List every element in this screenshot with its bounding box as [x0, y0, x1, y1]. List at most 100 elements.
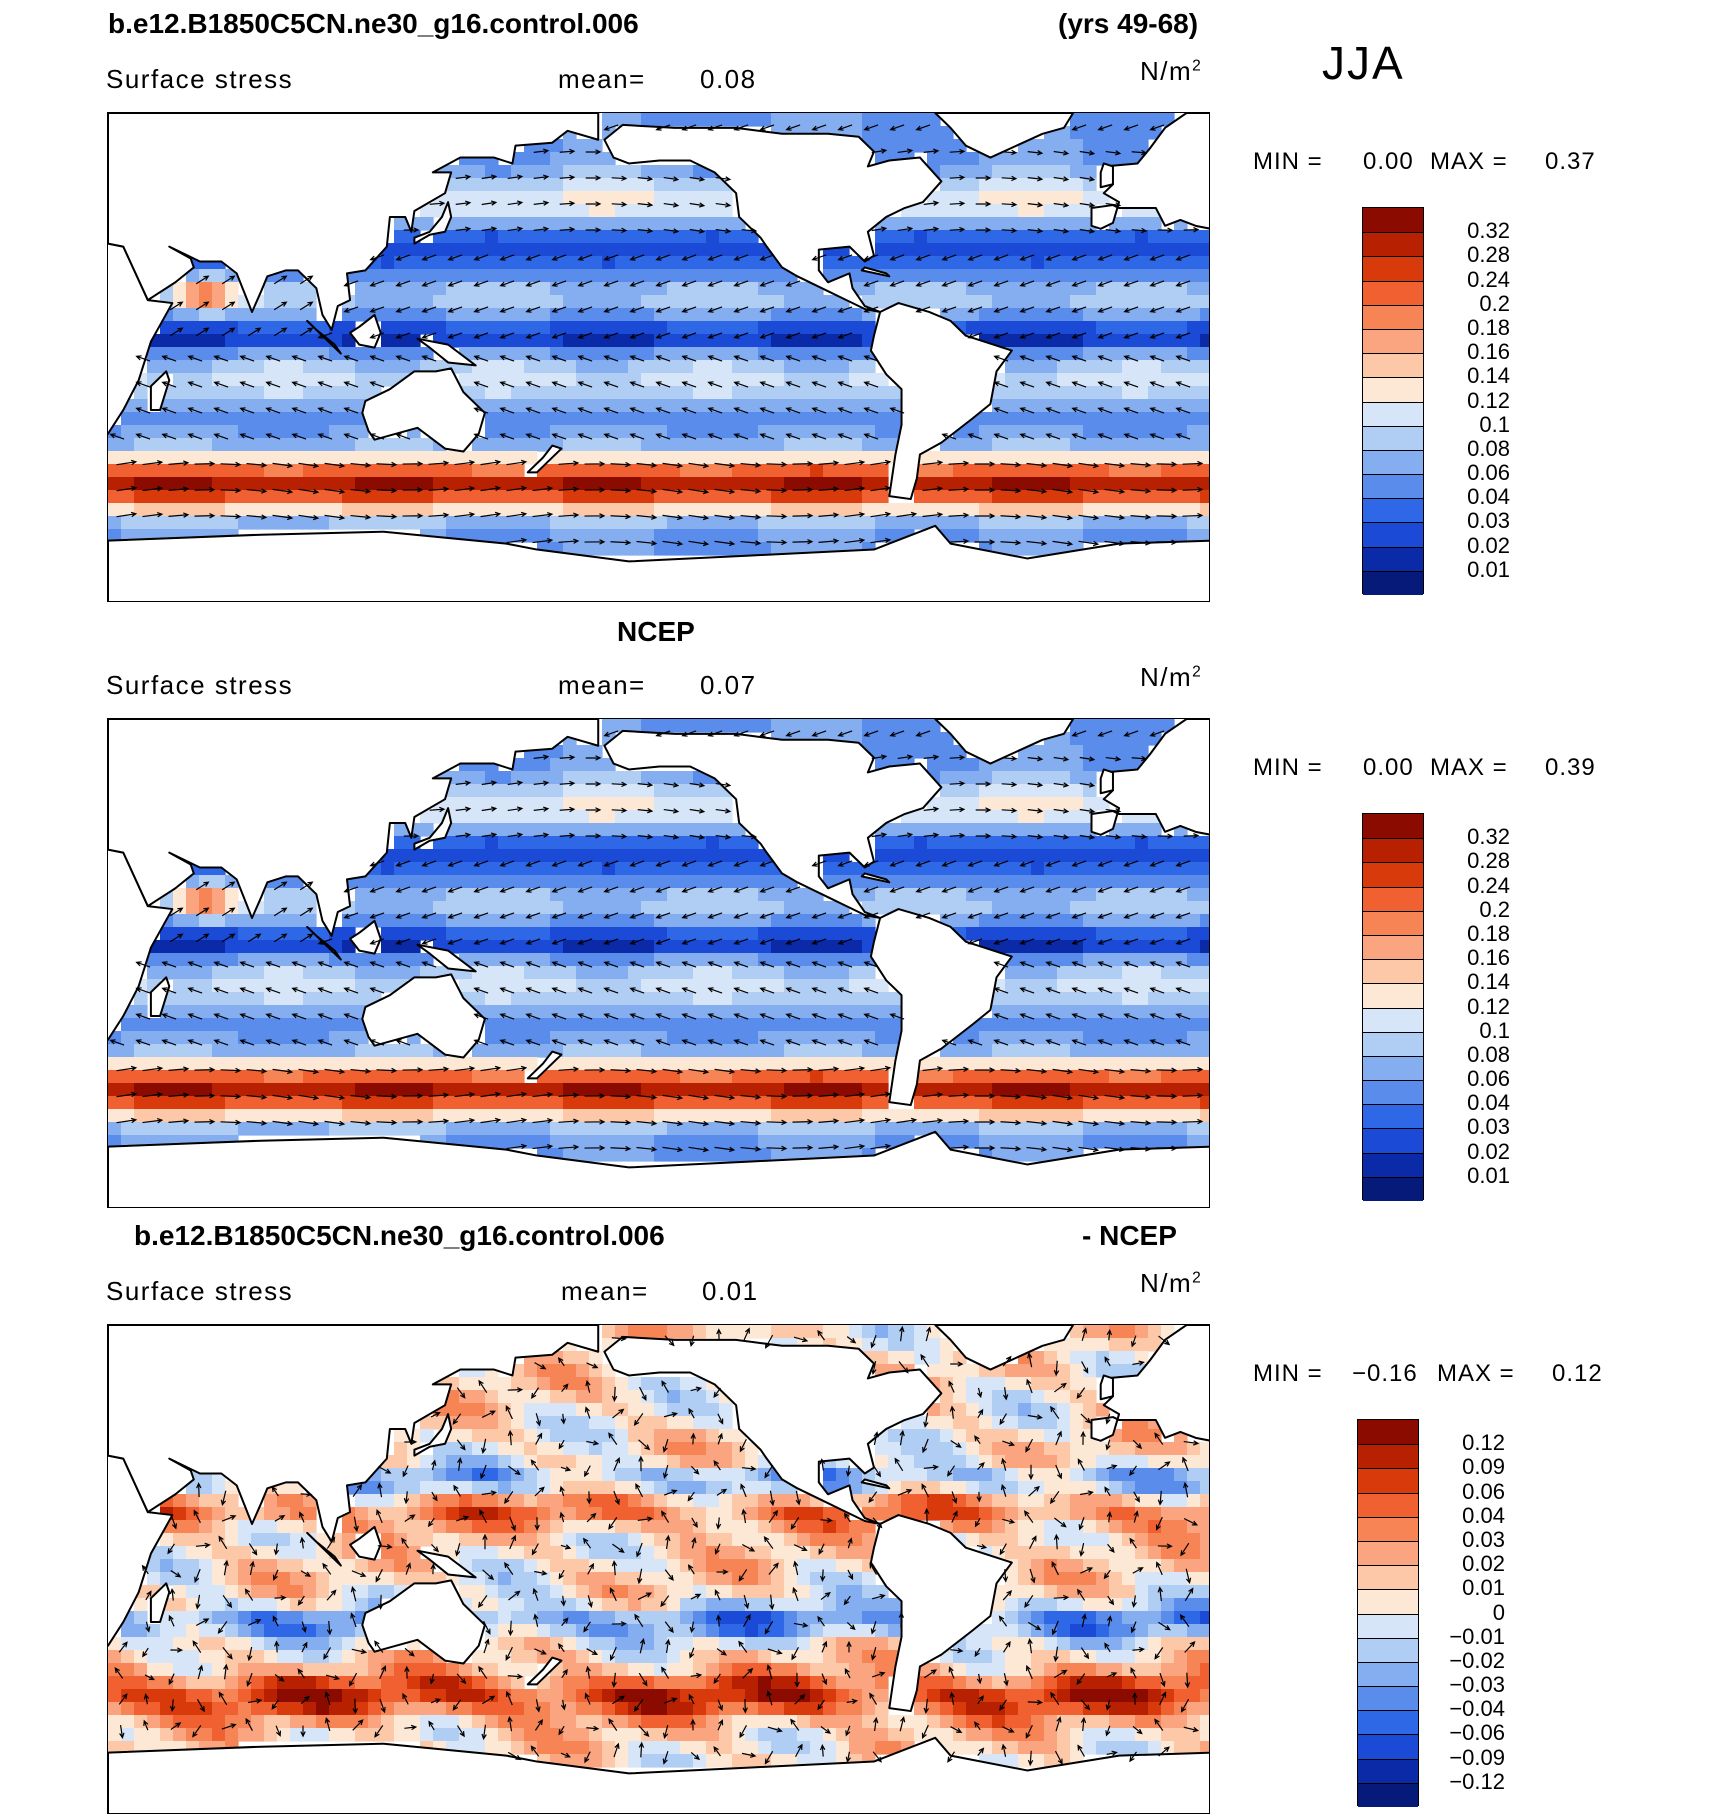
colorbar-swatch	[1363, 280, 1423, 305]
colorbar-swatch	[1363, 1104, 1423, 1129]
panel1-max-value: 0.37	[1545, 148, 1596, 175]
colorbar-swatch	[1358, 1613, 1418, 1638]
panel3-diff-title-right: - NCEP	[1082, 1220, 1177, 1251]
colorbar-tick-label: 0.08	[1467, 435, 1510, 461]
colorbar-tick-label: 0.24	[1467, 266, 1510, 292]
colorbar-tick-label: 0.04	[1467, 484, 1510, 510]
panel2-min-value: 0.00	[1363, 754, 1414, 781]
panel2-map	[107, 718, 1210, 1208]
colorbar-tick-label: 0.14	[1467, 969, 1510, 995]
colorbar-swatch	[1358, 1710, 1418, 1735]
colorbar-swatch	[1363, 328, 1423, 354]
coastlines	[108, 719, 1209, 1207]
colorbar-tick-label: 0.01	[1462, 1575, 1505, 1601]
colorbar-swatch	[1363, 983, 1423, 1008]
colorbar-tick-label: −0.04	[1449, 1696, 1505, 1722]
panel1-mean-label: mean=	[558, 64, 646, 94]
colorbar-tick-label: 0.24	[1467, 872, 1510, 898]
colorbar-swatch	[1363, 304, 1423, 329]
panel2-min-label: MIN =	[1253, 754, 1323, 781]
shaded-field	[108, 113, 1209, 556]
colorbar-swatch	[1363, 814, 1423, 839]
colorbar-swatch	[1358, 1782, 1418, 1807]
colorbar-tick-label: 0.28	[1467, 848, 1510, 874]
panel1-min-value: 0.00	[1363, 148, 1414, 175]
panel2-max-label: MAX =	[1430, 754, 1508, 781]
colorbar-swatch	[1363, 377, 1423, 402]
colorbar-tick-label: −0.02	[1449, 1647, 1505, 1673]
colorbar-swatch	[1363, 256, 1423, 281]
colorbar-tick-label: 0.01	[1467, 1162, 1510, 1188]
panel2-units: N/m2	[1140, 662, 1203, 692]
stress-vectors	[109, 730, 1204, 1153]
colorbar-swatch	[1363, 1031, 1423, 1056]
colorbar-swatch	[1358, 1661, 1418, 1687]
colorbar-tick-label: 0.2	[1479, 290, 1510, 316]
colorbar-tick-label: 0	[1492, 1599, 1505, 1625]
colorbar-swatch	[1363, 425, 1423, 450]
panel1-variable: Surface stress	[106, 64, 294, 94]
panel1-map	[107, 112, 1210, 602]
colorbar-swatch	[1363, 862, 1423, 887]
panel3-min-label: MIN =	[1253, 1360, 1323, 1387]
colorbar-tick-label: 0.03	[1467, 1114, 1510, 1140]
colorbar-tick-label: 0.04	[1462, 1502, 1505, 1528]
coastlines	[108, 1325, 1209, 1813]
panel2-max-value: 0.39	[1545, 754, 1596, 781]
model-run-title: b.e12.B1850C5CN.ne30_g16.control.006	[108, 8, 639, 39]
colorbar-tick-label: −0.09	[1449, 1744, 1505, 1770]
panel2-variable: Surface stress	[106, 670, 294, 700]
colorbar-tick-label: 0.2	[1479, 896, 1510, 922]
panel3-units: N/m2	[1140, 1268, 1203, 1298]
colorbar-swatch	[1358, 1734, 1418, 1759]
colorbar-swatch	[1358, 1444, 1418, 1469]
colorbar-tick-label: 0.09	[1462, 1454, 1505, 1480]
colorbar-tick-label: 0.28	[1467, 242, 1510, 268]
colorbar-tick-label: 0.06	[1467, 460, 1510, 486]
panel3-colorbar	[1357, 1419, 1419, 1807]
panel1-units: N/m2	[1140, 56, 1203, 86]
panel2-mean-value: 0.07	[700, 670, 757, 700]
colorbar-tick-label: 0.18	[1467, 314, 1510, 340]
colorbar-swatch	[1363, 401, 1423, 426]
colorbar-swatch	[1358, 1540, 1418, 1566]
colorbar-swatch	[1358, 1516, 1418, 1541]
panel2-mean-label: mean=	[558, 670, 646, 700]
colorbar-tick-label: −0.06	[1449, 1720, 1505, 1746]
panel2-colorbar	[1362, 813, 1424, 1201]
colorbar-tick-label: 0.1	[1479, 1017, 1510, 1043]
colorbar-swatch	[1363, 1176, 1423, 1201]
colorbar-swatch	[1363, 1080, 1423, 1105]
panel1-colorbar	[1362, 207, 1424, 595]
colorbar-swatch	[1363, 1152, 1423, 1177]
colorbar-swatch	[1363, 1055, 1423, 1081]
colorbar-tick-label: 0.02	[1467, 532, 1510, 558]
colorbar-tick-label: −0.12	[1449, 1768, 1505, 1794]
panel3-diff-title-left: b.e12.B1850C5CN.ne30_g16.control.006	[134, 1220, 665, 1251]
colorbar-swatch	[1358, 1589, 1418, 1614]
colorbar-swatch	[1363, 208, 1423, 233]
colorbar-swatch	[1363, 232, 1423, 257]
colorbar-swatch	[1358, 1565, 1418, 1590]
colorbar-tick-label: −0.03	[1449, 1672, 1505, 1698]
colorbar-swatch	[1363, 498, 1423, 523]
colorbar-swatch	[1363, 910, 1423, 935]
colorbar-swatch	[1363, 959, 1423, 984]
colorbar-swatch	[1363, 546, 1423, 571]
panel3-mean-label: mean=	[561, 1276, 649, 1306]
colorbar-swatch	[1358, 1686, 1418, 1711]
colorbar-tick-label: 0.14	[1467, 363, 1510, 389]
colorbar-tick-label: 0.12	[1467, 387, 1510, 413]
colorbar-tick-label: 0.02	[1467, 1138, 1510, 1164]
colorbar-swatch	[1358, 1637, 1418, 1662]
stress-vectors	[109, 124, 1204, 547]
colorbar-swatch	[1358, 1492, 1418, 1517]
colorbar-swatch	[1363, 934, 1423, 960]
colorbar-tick-label: 0.01	[1467, 556, 1510, 582]
colorbar-tick-label: 0.02	[1462, 1551, 1505, 1577]
colorbar-swatch	[1363, 522, 1423, 547]
colorbar-swatch	[1363, 838, 1423, 863]
panel3-variable: Surface stress	[106, 1276, 294, 1306]
colorbar-tick-label: 0.16	[1467, 339, 1510, 365]
colorbar-swatch	[1363, 353, 1423, 378]
